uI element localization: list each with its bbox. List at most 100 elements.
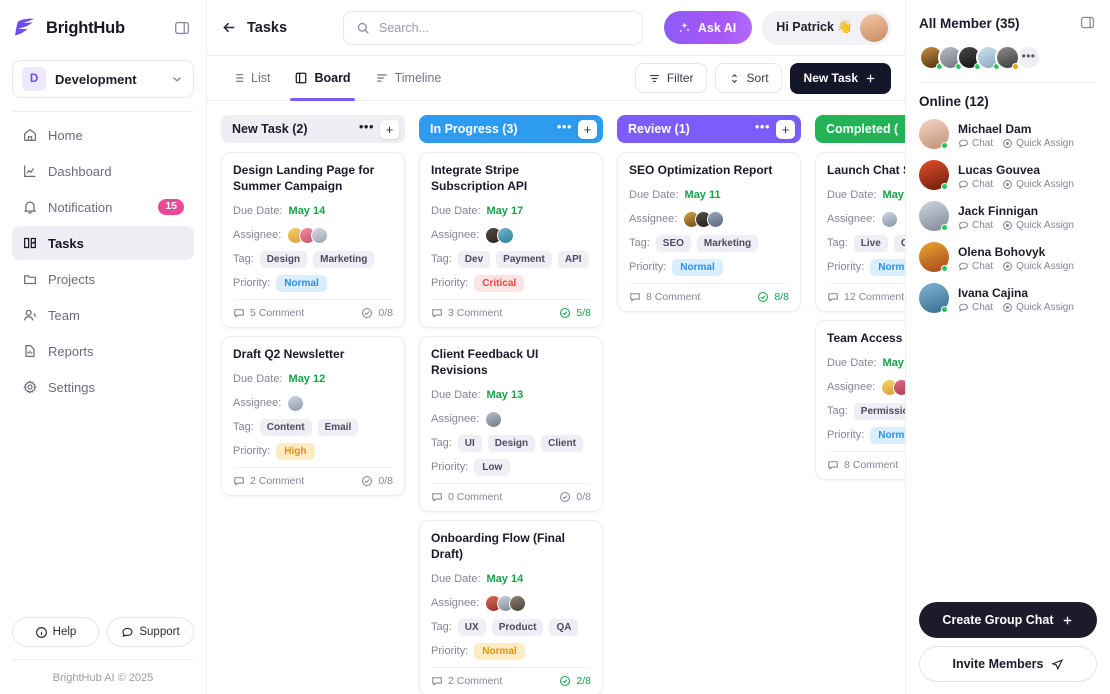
plus-icon[interactable]: +	[578, 119, 597, 139]
member-info: Jack Finnigan Chat Quick Ass	[958, 202, 1074, 231]
tag-chip[interactable]: Dev	[457, 250, 491, 268]
chat-button[interactable]: Chat	[958, 179, 993, 190]
tag-chip[interactable]: Permissio	[853, 402, 905, 420]
tab-board[interactable]: Board	[284, 56, 360, 101]
send-icon	[1050, 658, 1064, 671]
tag-label: Tag:	[431, 437, 452, 450]
tag-chip[interactable]: Design	[259, 250, 308, 268]
search-box[interactable]	[343, 10, 643, 45]
task-card[interactable]: Integrate Stripe Subscription API Due Da…	[419, 152, 603, 328]
tag-chip[interactable]: Payment	[496, 250, 552, 268]
ellipsis-icon[interactable]: •••	[358, 119, 374, 135]
task-card[interactable]: Team Access F Due Date: May Assignee:	[815, 319, 905, 480]
tag-chip[interactable]: QA	[549, 618, 579, 636]
task-card[interactable]: Onboarding Flow (Final Draft) Due Date: …	[419, 519, 603, 694]
panel-toggle-icon[interactable]	[172, 18, 192, 38]
quick-assign-button[interactable]: Quick Assign	[1002, 138, 1074, 149]
tag-chip[interactable]: C	[893, 234, 905, 252]
task-card[interactable]: SEO Optimization Report Due Date: May 11…	[617, 152, 801, 312]
due-label: Due Date:	[233, 205, 283, 218]
chat-button[interactable]: Chat	[958, 220, 993, 231]
task-card[interactable]: Design Landing Page for Summer Campaign …	[221, 152, 405, 328]
assignee-avatars[interactable]	[287, 226, 329, 244]
tag-chip[interactable]: Live	[853, 234, 888, 252]
assignee-avatars[interactable]	[683, 210, 725, 228]
tab-list[interactable]: List	[221, 56, 280, 101]
tag-chip[interactable]: Email	[317, 418, 359, 436]
assignee-avatars[interactable]	[881, 210, 899, 228]
quick-assign-button[interactable]: Quick Assign	[1002, 179, 1074, 190]
tag-chip[interactable]: UI	[457, 434, 482, 452]
task-card[interactable]: Client Feedback UI Revisions Due Date: M…	[419, 335, 603, 512]
due-row: Due Date: May	[827, 355, 905, 372]
back-arrow-icon[interactable]	[221, 19, 238, 36]
workspace-selector[interactable]: D Development	[12, 60, 194, 98]
back-to-tasks[interactable]: Tasks	[221, 19, 331, 36]
chat-button[interactable]: Chat	[958, 138, 993, 149]
assignee-avatars[interactable]	[881, 378, 905, 396]
assignee-avatars[interactable]	[485, 410, 503, 428]
sort-button[interactable]: Sort	[714, 63, 782, 93]
plus-icon[interactable]: +	[380, 119, 399, 139]
tag-chip[interactable]: Client	[541, 434, 583, 452]
list-item[interactable]: Michael Dam Chat Quick Assig	[919, 119, 1097, 149]
task-card[interactable]: Launch Chat S Due Date: May Assignee:	[815, 152, 905, 312]
ellipsis-icon[interactable]: •••	[556, 119, 572, 135]
status-dot-online	[941, 224, 948, 231]
tag-chip[interactable]: API	[557, 250, 589, 268]
sidebar-item-home[interactable]: Home	[12, 118, 194, 152]
filter-button[interactable]: Filter	[634, 63, 707, 93]
progress-count: 5/8	[576, 306, 591, 319]
search-input[interactable]	[379, 20, 630, 35]
sidebar-item-dashboard[interactable]: Dashboard	[12, 154, 194, 188]
quick-assign-button[interactable]: Quick Assign	[1002, 302, 1074, 313]
assignee-avatars[interactable]	[485, 594, 527, 612]
sidebar-item-reports[interactable]: Reports	[12, 334, 194, 368]
sidebar-item-tasks[interactable]: Tasks	[12, 226, 194, 260]
tag-row: Tag: UI Design Client	[431, 434, 591, 452]
sidebar-item-projects[interactable]: Projects	[12, 262, 194, 296]
avatar	[707, 210, 725, 228]
tag-chip[interactable]: Product	[491, 618, 544, 636]
sidebar-item-team[interactable]: Team	[12, 298, 194, 332]
tag-chip[interactable]: Marketing	[313, 250, 375, 268]
list-item[interactable]: Lucas Gouvea Chat Quick Assi	[919, 160, 1097, 190]
assignee-avatars[interactable]	[485, 226, 515, 244]
sidebar-item-settings[interactable]: Settings	[12, 370, 194, 404]
tag-chip[interactable]: Design	[487, 434, 536, 452]
new-task-button[interactable]: New Task	[789, 62, 891, 94]
more-members-button[interactable]: •••	[1016, 45, 1041, 70]
chat-icon	[958, 179, 969, 190]
quick-assign-button[interactable]: Quick Assign	[1002, 261, 1074, 272]
task-card[interactable]: Draft Q2 Newsletter Due Date: May 12 Ass…	[221, 335, 405, 496]
invite-members-button[interactable]: Invite Members	[919, 646, 1097, 682]
card-footer: 5 Comment 0/8	[233, 298, 393, 319]
panel-collapse-icon[interactable]	[1079, 14, 1097, 32]
status-dot-online	[941, 306, 948, 313]
help-button[interactable]: Help	[12, 617, 99, 647]
tag-chip[interactable]: UX	[457, 618, 486, 636]
sidebar-item-label: Reports	[48, 343, 94, 359]
sidebar-item-notification[interactable]: Notification 15	[12, 190, 194, 224]
plus-icon[interactable]: +	[776, 119, 795, 139]
due-label: Due Date:	[431, 573, 481, 586]
board-scroll-area[interactable]: New Task (2) ••• + Design Landing Page f…	[207, 101, 905, 694]
chat-button[interactable]: Chat	[958, 302, 993, 313]
avatar	[311, 226, 329, 244]
user-chip[interactable]: Hi Patrick 👋	[762, 10, 891, 45]
member-avatar-strip[interactable]: •••	[919, 45, 1097, 70]
tag-chip[interactable]: Marketing	[696, 234, 759, 252]
quick-assign-button[interactable]: Quick Assign	[1002, 220, 1074, 231]
assignee-avatars[interactable]	[287, 394, 305, 412]
chat-button[interactable]: Chat	[958, 261, 993, 272]
tab-timeline[interactable]: Timeline	[365, 56, 452, 101]
tag-chip[interactable]: SEO	[655, 234, 691, 252]
ask-ai-button[interactable]: Ask AI	[663, 11, 753, 44]
tag-chip[interactable]: Content	[259, 418, 312, 436]
ellipsis-icon[interactable]: •••	[754, 119, 770, 135]
list-item[interactable]: Jack Finnigan Chat Quick Ass	[919, 201, 1097, 231]
support-button[interactable]: Support	[107, 617, 194, 647]
list-item[interactable]: Olena Bohovyk Chat Quick Ass	[919, 242, 1097, 272]
list-item[interactable]: Ivana Cajina Chat Quick Assi	[919, 283, 1097, 313]
create-group-chat-button[interactable]: Create Group Chat	[919, 602, 1097, 638]
